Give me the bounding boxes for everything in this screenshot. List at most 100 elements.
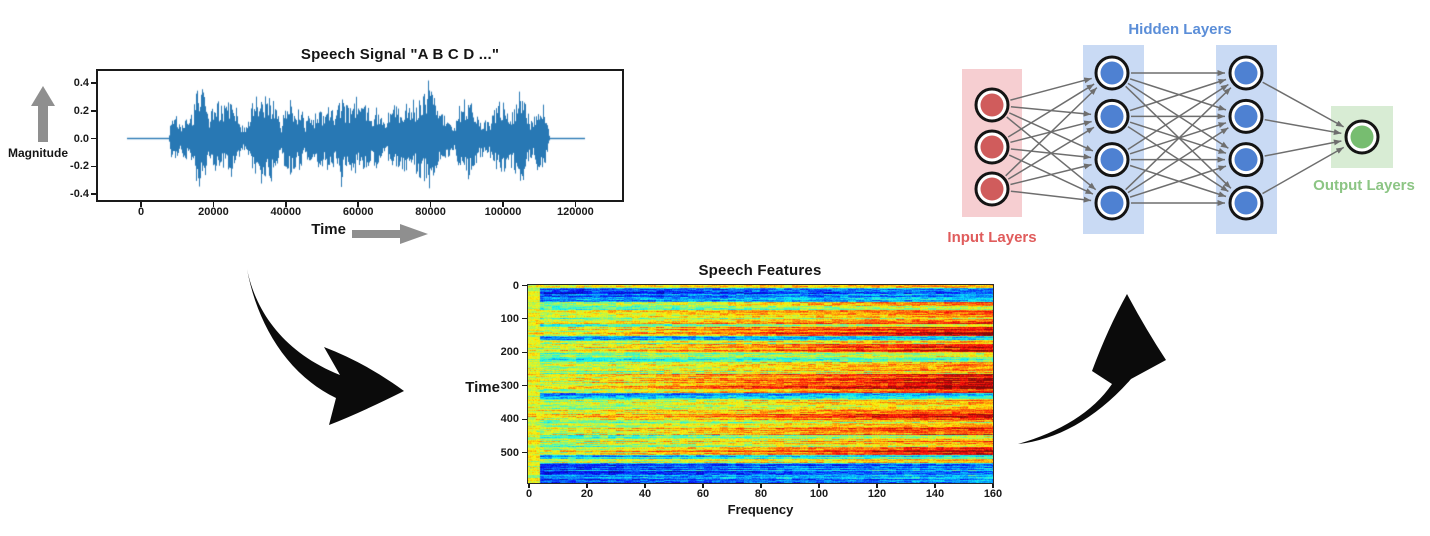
nn-edge [1264,139,1342,157]
tick-mark [502,202,504,207]
wave-ytick-label: -0.4 [70,188,89,200]
waveform-plot-area [96,69,624,202]
magnitude-up-arrow-icon [31,86,55,142]
tick-mark [522,351,527,353]
time-right-arrow-icon [352,224,428,244]
spec-ytick-label: 200 [500,346,519,359]
nn-node-hidden-2-0 [1234,61,1258,85]
spec-xtick-label: 60 [696,488,710,500]
spec-ytick-label: 100 [500,312,519,325]
spectrogram-plot-area [527,284,994,484]
nn-edge [1007,126,1095,180]
spec-xtick-label: 0 [525,488,533,500]
tick-mark [702,484,704,488]
nn-edge [1125,87,1232,191]
nn-node-output-0 [1350,125,1374,149]
spec-xtick-label: 140 [925,488,945,500]
flow-arrow-features-to-network-icon [1018,294,1166,444]
nn-node-input-2 [980,177,1004,201]
wave-ytick-label: 0.0 [73,132,89,145]
nn-edge [1127,127,1229,194]
nn-node-input-1 [980,135,1004,159]
nn-edge [1262,146,1345,195]
wave-ytick-label: 0.4 [73,77,89,89]
tick-mark [357,202,359,207]
tick-mark [586,484,588,488]
tick-mark [528,484,530,488]
wave-xtick-label: 120000 [557,206,594,218]
tick-mark [818,484,820,488]
wave-xtick-label: 40000 [270,206,302,218]
hidden-layers-label: Hidden Layers [1128,21,1231,38]
tick-mark [140,202,142,207]
waveform-ylabel: Magnitude [8,146,68,160]
spectrogram-ylabel: Time [465,379,500,396]
nn-edge [1010,77,1092,101]
tick-mark [644,484,646,488]
spec-xtick-label: 160 [983,488,1003,500]
nn-node-input-0 [980,93,1004,117]
waveform-xlabel: Time [311,221,346,238]
nn-edge [1262,81,1344,128]
tick-mark [760,484,762,488]
nn-edge [1264,118,1342,135]
tick-mark [522,418,527,420]
tick-mark [876,484,878,488]
spectrogram-title: Speech Features [698,262,822,279]
tick-mark [285,202,287,207]
spec-xtick-label: 40 [638,488,652,500]
nn-edge [1129,78,1227,112]
nn-node-hidden-2-1 [1234,104,1258,128]
tick-mark [91,193,96,195]
tick-mark [934,484,936,488]
tick-mark [574,202,577,207]
nn-edge [1129,165,1227,198]
waveform-canvas [98,71,622,200]
wave-ytick-label: -0.2 [70,160,89,173]
tick-mark [91,137,96,140]
tick-mark [522,318,527,320]
wave-ytick-label: 0.2 [73,104,89,117]
output-layers-label: Output Layers [1313,177,1415,194]
spec-ytick-label: 0 [512,279,519,292]
tick-mark [522,284,527,287]
tick-mark [522,385,527,387]
nn-edge [1007,83,1095,138]
wave-xtick-label: 100000 [484,206,522,218]
tick-mark [429,202,432,207]
nn-edge [1010,163,1092,186]
waveform-title: Speech Signal "A B C D ..." [300,46,500,63]
nn-node-hidden-1-1 [1100,104,1124,128]
spec-ytick-label: 400 [500,413,519,426]
wave-xtick-label: 80000 [415,206,446,218]
tick-mark [91,110,96,112]
neural-network-diagram: Hidden Layers Input Layers Output Layers [947,21,1415,246]
spectrogram-canvas [528,285,993,483]
nn-edge [1005,87,1098,177]
tick-mark [992,484,994,488]
spec-ytick-label: 300 [500,379,519,392]
nn-node-hidden-1-2 [1100,148,1124,172]
tick-mark [212,202,215,207]
tick-mark [522,451,527,454]
spec-xtick-label: 20 [580,488,594,500]
tick-mark [91,82,96,84]
input-layers-label: Input Layers [947,229,1036,246]
wave-xtick-label: 0 [137,206,145,218]
tick-mark [91,165,96,168]
spec-ytick-label: 500 [500,446,519,459]
spectrogram-xlabel: Frequency [727,502,794,517]
nn-edge [1010,190,1092,203]
nn-node-hidden-1-0 [1100,61,1124,85]
nn-node-hidden-1-3 [1100,191,1124,215]
nn-node-hidden-2-3 [1234,191,1258,215]
spec-xtick-label: 100 [809,488,829,500]
wave-xtick-label: 60000 [342,206,374,218]
nn-node-hidden-2-2 [1234,148,1258,172]
spec-xtick-label: 120 [867,488,887,500]
flow-arrow-wave-to-features-icon [247,269,404,425]
spec-xtick-label: 80 [754,488,768,500]
wave-xtick-label: 20000 [198,206,229,218]
nn-edge [1127,83,1229,150]
